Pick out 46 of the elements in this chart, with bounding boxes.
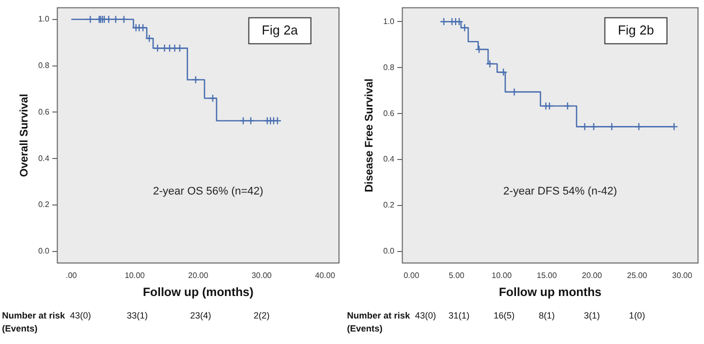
y-tick-label: 0.2 — [383, 200, 395, 210]
y-axis-title: Disease Free Survival — [364, 78, 376, 192]
x-tick-label: 15.00 — [536, 271, 558, 280]
text: 31(1) — [448, 310, 470, 320]
y-tick-label: 0.0 — [38, 246, 50, 256]
x-tick-label: .00 — [66, 271, 78, 280]
x-tick-label: 5.00 — [448, 271, 465, 280]
x-axis-title: Follow up months — [498, 285, 602, 300]
text: 16(5) — [494, 310, 515, 320]
text: 33(1) — [126, 310, 148, 320]
text: 2(2) — [254, 310, 270, 320]
text: Number at risk — [347, 310, 412, 320]
text: 43(0) — [415, 310, 436, 320]
text: (Events) — [347, 323, 383, 334]
x-tick-label: 0.00 — [404, 271, 420, 280]
x-tick-label: 30.00 — [252, 271, 272, 280]
y-tick-label: 0.8 — [38, 61, 50, 70]
x-tick-label: 25.00 — [627, 271, 648, 280]
annotation: 2-year OS 56% (n=42) — [152, 186, 264, 198]
text: 3(1) — [584, 310, 600, 320]
x-tick-label: 20.00 — [188, 271, 209, 280]
y-tick-label: 1.0 — [38, 14, 50, 24]
text: (Events) — [2, 323, 38, 334]
y-tick-label: 0.4 — [383, 154, 395, 164]
y-tick-label: 0.8 — [383, 62, 395, 72]
annotation: Fig 2b — [618, 22, 654, 38]
y-tick-label: 0.6 — [38, 107, 50, 116]
y-tick-label: 0.0 — [383, 246, 395, 256]
annotation: 2-year DFS 54% (n-42) — [503, 186, 618, 198]
x-axis-title: Follow up (months) — [142, 285, 254, 300]
x-tick-label: 10.00 — [124, 271, 146, 280]
y-axis-title: Overall Survival — [18, 94, 31, 177]
y-tick-label: 0.6 — [383, 108, 395, 118]
text: Number at risk — [2, 310, 66, 320]
text: 8(1) — [538, 310, 555, 320]
x-tick-label: 40.00 — [315, 271, 336, 280]
y-tick-label: 0.2 — [38, 200, 50, 210]
y-tick-label: 1.0 — [383, 16, 395, 26]
text: 23(4) — [190, 310, 212, 320]
annotation: Fig 2a — [262, 22, 299, 38]
x-tick-label: 20.00 — [582, 271, 602, 280]
x-tick-label: 30.00 — [672, 271, 693, 280]
text: 43(0) — [70, 310, 92, 320]
text: 1(0) — [629, 310, 646, 320]
x-tick-label: 10.00 — [492, 271, 512, 280]
y-tick-label: 0.4 — [38, 154, 50, 163]
